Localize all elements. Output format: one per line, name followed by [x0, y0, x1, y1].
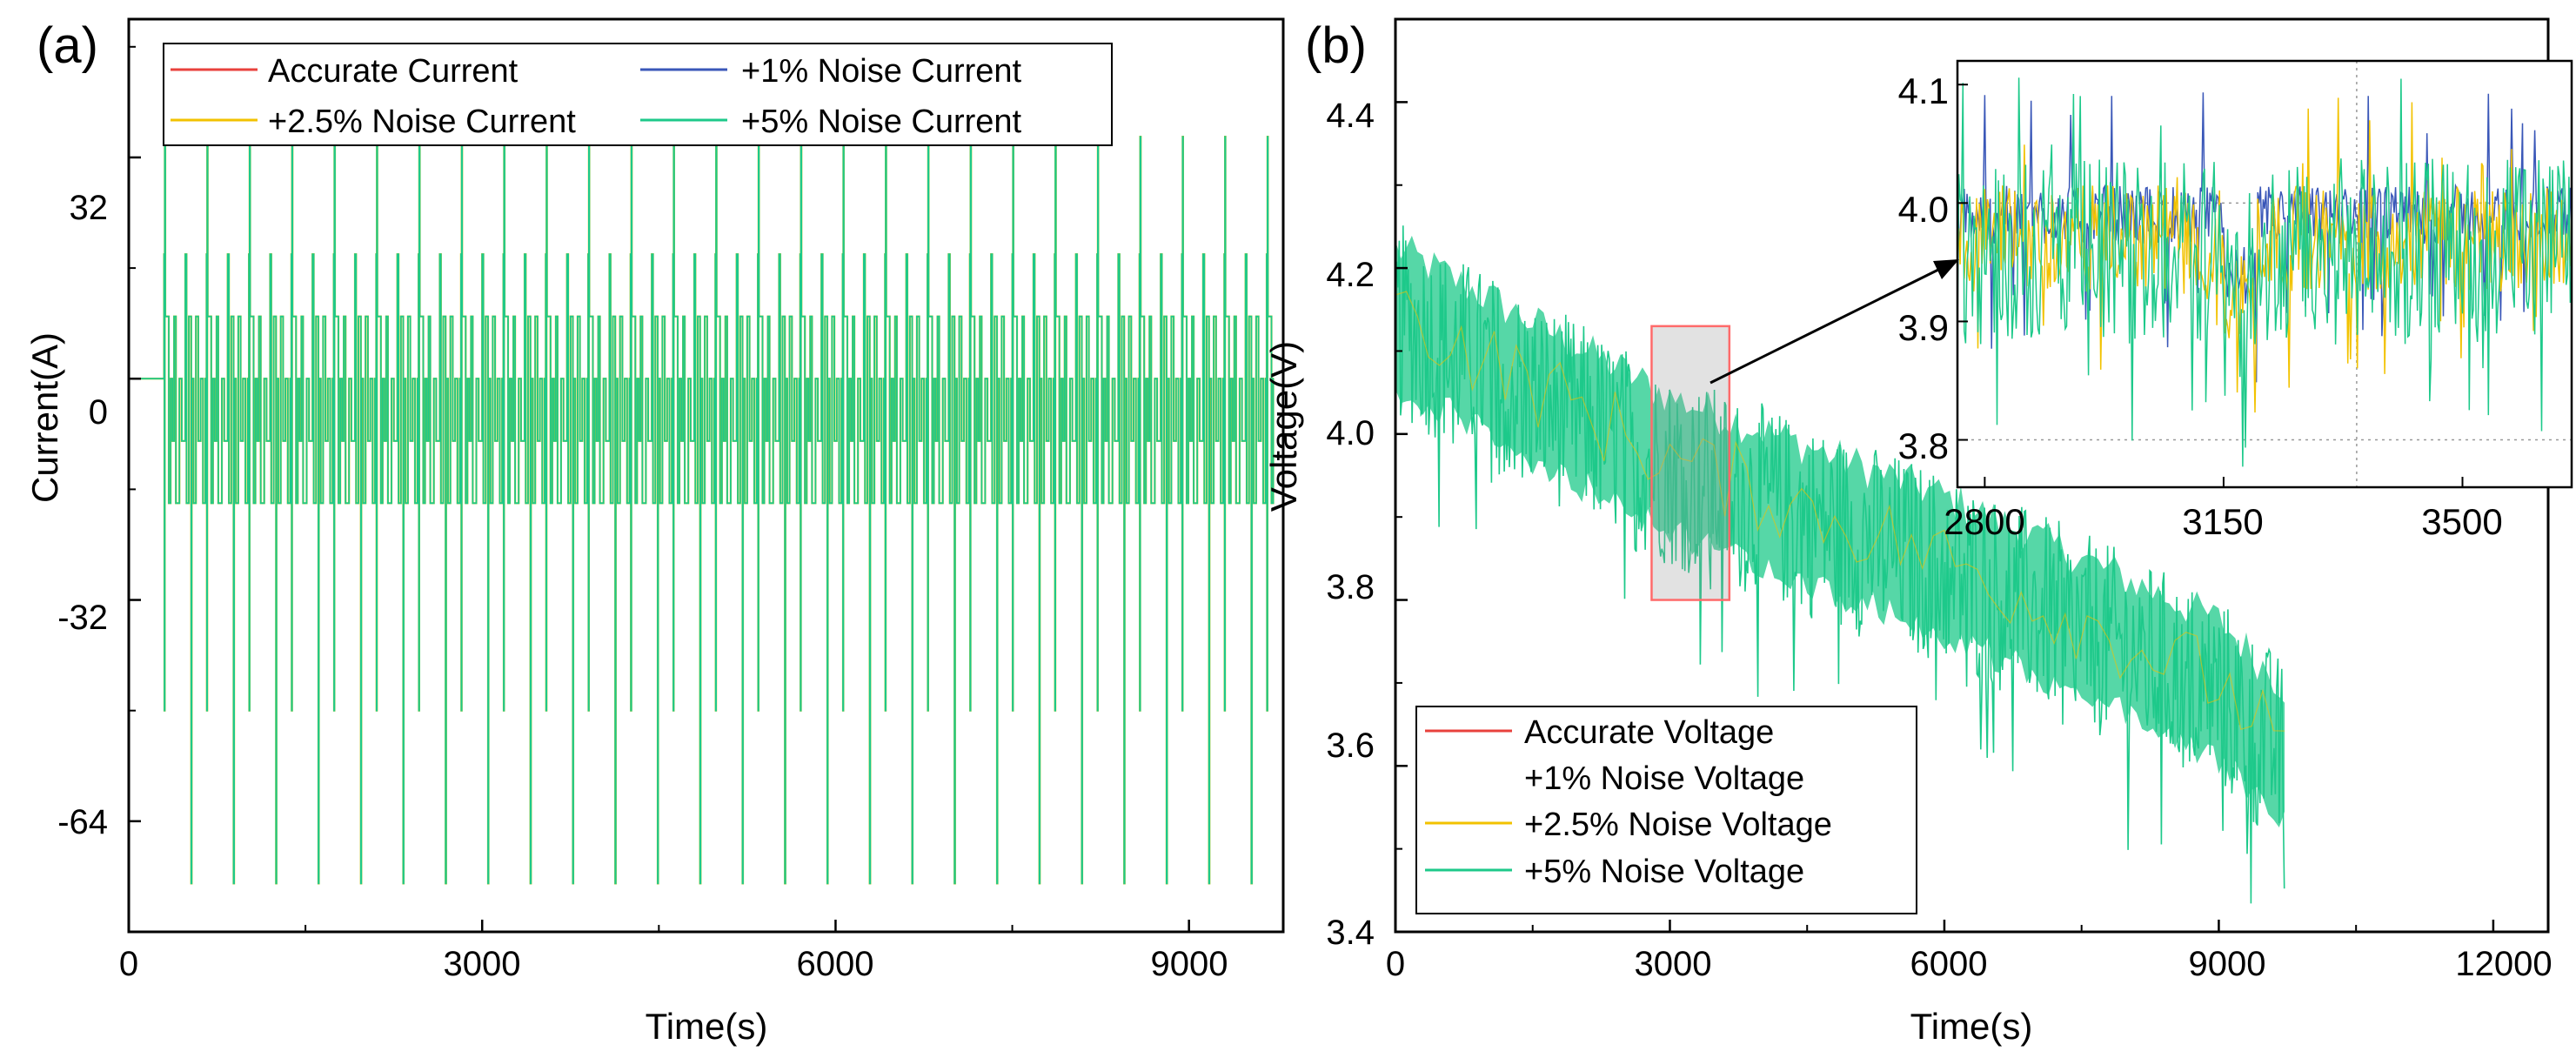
- panel-a-y-tick-label: 0: [89, 393, 108, 432]
- inset-series-5pct-noise-voltage: [1957, 77, 2573, 467]
- panel-b-x-tick-label: 6000: [1910, 945, 1988, 983]
- panel-b-y-tick-label: 4.0: [1326, 414, 1375, 452]
- legend-label-2-5pct-noise-current: +2.5% Noise Current: [268, 104, 576, 140]
- legend-label-accurate-voltage: Accurate Voltage: [1524, 714, 1774, 751]
- panel-b-x-axis-title: Time(s): [1910, 1006, 2033, 1047]
- panel-a-series-area: [129, 136, 1275, 885]
- panel-a-x-tick-label: 0: [119, 945, 138, 983]
- panel-b-x-tick-label: 3000: [1635, 945, 1712, 983]
- inset-y-tick-label: 3.8: [1898, 425, 1949, 466]
- zoom-highlight-box: [1650, 325, 1731, 601]
- zoom-arrow: [1710, 259, 1959, 385]
- panel-a-x-tick-label: 3000: [444, 945, 521, 983]
- panel-b-series-area: [1395, 225, 2285, 904]
- inset-frame: [1956, 59, 2573, 489]
- panel-a-ticks: [127, 45, 1190, 932]
- panel-a-x-axis-title: Time(s): [646, 1006, 768, 1047]
- panel-a-legend-box: [163, 43, 1113, 146]
- panel-a-y-axis-title: Current(A): [24, 332, 65, 503]
- zoom-arrow-line: [1710, 268, 1939, 385]
- panel-b-legend-box: [1415, 706, 1917, 914]
- series-line-2-5pct-noise-voltage: [1395, 291, 2285, 732]
- panel-b-label: (b): [1305, 17, 1367, 74]
- panel-a-y-tick-label: 32: [70, 189, 109, 227]
- panel-a-y-tick-label: -64: [57, 803, 108, 841]
- panel-b-y-axis-title: Voltage(V): [1263, 341, 1304, 512]
- panel-b-x-tick-label: 9000: [2189, 945, 2266, 983]
- panel-b-legend: Accurate Voltage +1% Noise Voltage +2.5%…: [1415, 706, 1917, 914]
- panel-a-label: (a): [37, 17, 98, 74]
- legend-label-5pct-noise-voltage: +5% Noise Voltage: [1524, 854, 1804, 890]
- panel-b-x-tick-label: 0: [1386, 945, 1405, 983]
- inset-y-tick-label: 4.1: [1898, 70, 1949, 111]
- inset-x-tick-label: 3150: [2182, 501, 2263, 542]
- panel-a-legend: Accurate Current +1% Noise Current +2.5%…: [163, 43, 1113, 146]
- panel-b-voltage-chart: (b) 3.4 3.6 3.8 4.0 4.2 4.4 0 3000 6000 …: [1263, 17, 2573, 1047]
- panel-b-y-tick-label: 4.2: [1326, 256, 1375, 294]
- zoom-arrow-head: [1933, 259, 1959, 279]
- inset-y-tick-label: 3.9: [1898, 307, 1949, 348]
- panel-a-y-tick-labels: 32 0 -32 -64: [57, 189, 108, 841]
- legend-label-5pct-noise-current: +5% Noise Current: [741, 104, 1022, 140]
- panel-b-ticks: [1394, 101, 2495, 934]
- inset-series-area: [1957, 77, 2573, 467]
- series-line-5pct-noise-current: [129, 136, 1275, 885]
- panel-a-y-tick-label: -32: [57, 599, 108, 637]
- panel-b-y-tick-label: 3.6: [1326, 727, 1375, 765]
- legend-label-2-5pct-noise-voltage: +2.5% Noise Voltage: [1524, 807, 1832, 843]
- zoom-inset: 3.8 3.9 4.0 4.1 2800 3150 3500: [1898, 59, 2573, 542]
- panel-a-plot-frame: [127, 17, 1285, 934]
- panel-b-x-tick-labels: 0 3000 6000 9000 12000: [1386, 945, 2553, 983]
- inset-x-tick-label: 2800: [1944, 501, 2024, 542]
- panel-a-x-tick-label: 9000: [1151, 945, 1228, 983]
- panel-a-x-tick-labels: 0 3000 6000 9000: [119, 945, 1228, 983]
- panel-a-x-tick-label: 6000: [797, 945, 874, 983]
- inset-x-tick-label: 3500: [2421, 501, 2502, 542]
- legend-label-accurate-current: Accurate Current: [268, 53, 519, 90]
- legend-label-1pct-noise-current: +1% Noise Current: [741, 53, 1022, 90]
- inset-y-tick-label: 4.0: [1898, 189, 1949, 230]
- legend-label-1pct-noise-voltage: +1% Noise Voltage: [1524, 760, 1804, 797]
- panel-b-y-tick-label: 3.8: [1326, 568, 1375, 606]
- panel-a-current-chart: (a) 32 0 -32 -64 0 3000 6000 9000 Time(s…: [24, 17, 1285, 1047]
- series-line-5pct-noise-voltage: [1395, 225, 2285, 904]
- panel-b-y-tick-label: 4.4: [1326, 97, 1375, 135]
- panel-b-x-tick-label: 12000: [2455, 945, 2552, 983]
- panel-b-y-tick-labels: 3.4 3.6 3.8 4.0 4.2 4.4: [1326, 97, 1375, 952]
- panel-b-y-tick-label: 3.4: [1326, 914, 1375, 952]
- inset-ticks: [1957, 84, 2464, 487]
